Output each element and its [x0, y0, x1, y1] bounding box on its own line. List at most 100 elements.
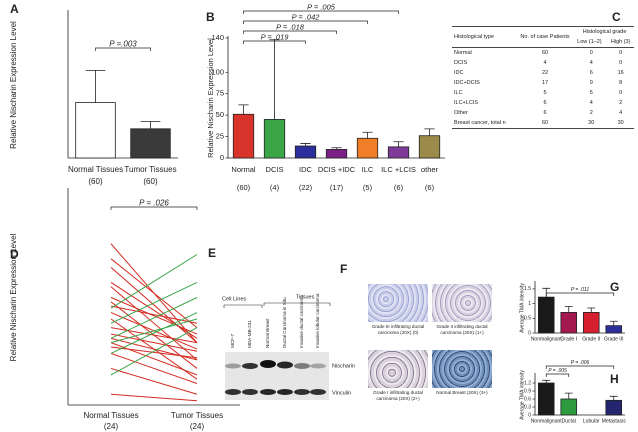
table-cell: 30	[617, 120, 624, 126]
table-cell: 4	[619, 110, 623, 116]
caption: Grade I infiltrating ductal carcinoma (2…	[373, 390, 423, 401]
pair-line	[110, 342, 198, 376]
pair-line	[110, 312, 198, 354]
x-tick-label: Nonmalignant	[531, 418, 562, 424]
table-cell: 22	[541, 70, 549, 76]
y-tick-label: 0.5	[524, 316, 531, 322]
bar	[232, 113, 255, 159]
n-label: (24)	[104, 422, 119, 431]
y-tick-label: 25	[216, 132, 224, 141]
p-value: P = .019	[261, 32, 290, 41]
p-value: P = .042	[292, 12, 321, 21]
pair-line	[110, 267, 198, 344]
n-label: (22)	[299, 183, 313, 192]
x-tick-label: Metastasis	[602, 418, 626, 424]
x-tick-label: DCIS	[266, 165, 284, 174]
significance-bracket	[95, 47, 151, 51]
micrograph	[368, 284, 428, 322]
p-value: P = .011	[571, 287, 589, 293]
pair-line	[110, 297, 198, 339]
bar	[130, 128, 171, 159]
error-bar	[331, 147, 342, 150]
table-cell: 8	[619, 80, 623, 86]
panel-label: E	[208, 246, 216, 260]
significance-bracket	[545, 292, 615, 296]
y-tick-label: 75	[216, 89, 224, 98]
table-row: Breast cancer, total n 60 30 30	[452, 118, 634, 129]
pair-line	[110, 297, 198, 335]
x-tick-label: Lobular	[583, 418, 600, 424]
y-tick-label: 0	[528, 330, 531, 336]
n-label: (17)	[330, 183, 344, 192]
histology-table: Histological type No. of case Patients His…	[452, 26, 634, 129]
micrograph	[368, 350, 428, 388]
p-value: P =.003	[109, 40, 137, 49]
table-cell: Breast cancer, total n	[454, 120, 506, 126]
table-cell: ILC	[454, 90, 463, 96]
x-tick-label: Normal Tissues	[83, 411, 138, 420]
error-bar	[300, 143, 311, 146]
table-cell: 9	[589, 80, 593, 86]
x-tick-label: other	[421, 165, 439, 174]
bar	[537, 296, 555, 334]
header-cell: No. of case Patients	[520, 34, 570, 40]
table-cell: 5	[543, 90, 547, 96]
y-axis-title: Relative Nischarin Expression Level	[9, 21, 18, 149]
pair-line	[110, 327, 198, 376]
y-axis-title: Relative Nischarin Expression Level	[9, 233, 18, 361]
lane-label: Normal Breast	[265, 318, 270, 348]
table-cell: 0	[619, 90, 623, 96]
table-cell: DCIS	[454, 60, 468, 66]
bar	[325, 149, 348, 159]
panel-label: G	[610, 280, 619, 294]
header-cell: Histological grade	[582, 29, 627, 35]
significance-bracket	[110, 206, 198, 210]
bar	[582, 312, 600, 334]
p-value: P = .005	[307, 2, 336, 11]
caption: Grade III infiltrating ductal carcinoma …	[371, 324, 425, 335]
error-bar	[564, 306, 573, 313]
panel-label: D	[10, 247, 19, 261]
protein-label: Vinculin	[332, 390, 351, 396]
pair-line	[110, 346, 198, 359]
pair-line	[110, 318, 198, 344]
pair-line	[110, 258, 198, 328]
n-label: (6)	[425, 183, 435, 192]
bar	[560, 398, 578, 416]
panel-label: C	[612, 10, 621, 24]
table-cell: 0	[619, 50, 623, 56]
y-tick-label: 0.3	[524, 404, 531, 410]
pair-line	[110, 327, 198, 344]
error-bar	[587, 307, 596, 313]
table-cell: 2	[589, 110, 593, 116]
error-bar	[424, 128, 435, 136]
bar	[387, 146, 410, 159]
n-label: (24)	[190, 422, 205, 431]
error-bar	[269, 39, 280, 120]
header-cell: High (3)	[610, 39, 631, 45]
table-cell: IDC+DCIS	[454, 80, 480, 86]
bar	[418, 135, 441, 159]
group-label: Cell Lines	[222, 296, 246, 302]
x-tick-label: Nonmalignant	[531, 336, 562, 342]
table-cell: Normal	[454, 50, 472, 56]
p-value: P = .026	[139, 199, 169, 208]
x-tick-label: Normal Tissues	[68, 165, 123, 174]
significance-bracket	[545, 373, 570, 377]
x-tick-label: DCIS +IDC	[318, 165, 356, 174]
x-tick-label: ILC +LCIS	[381, 165, 416, 174]
micrograph	[432, 350, 492, 388]
significance-bracket	[243, 30, 337, 34]
x-tick-label: IDC	[299, 165, 313, 174]
table-row: IDC 22 6 16	[452, 68, 634, 78]
n-label: (60)	[143, 177, 158, 186]
y-axis-title: Average TMA intensity	[519, 370, 525, 420]
table-cell: 0	[589, 50, 593, 56]
error-bar	[362, 131, 373, 139]
x-tick-label: Tumor Tissues	[171, 411, 223, 420]
pair-line	[110, 282, 198, 339]
pair-line	[110, 333, 198, 352]
pair-line	[110, 254, 198, 309]
y-tick-label: 1.5	[524, 286, 531, 292]
